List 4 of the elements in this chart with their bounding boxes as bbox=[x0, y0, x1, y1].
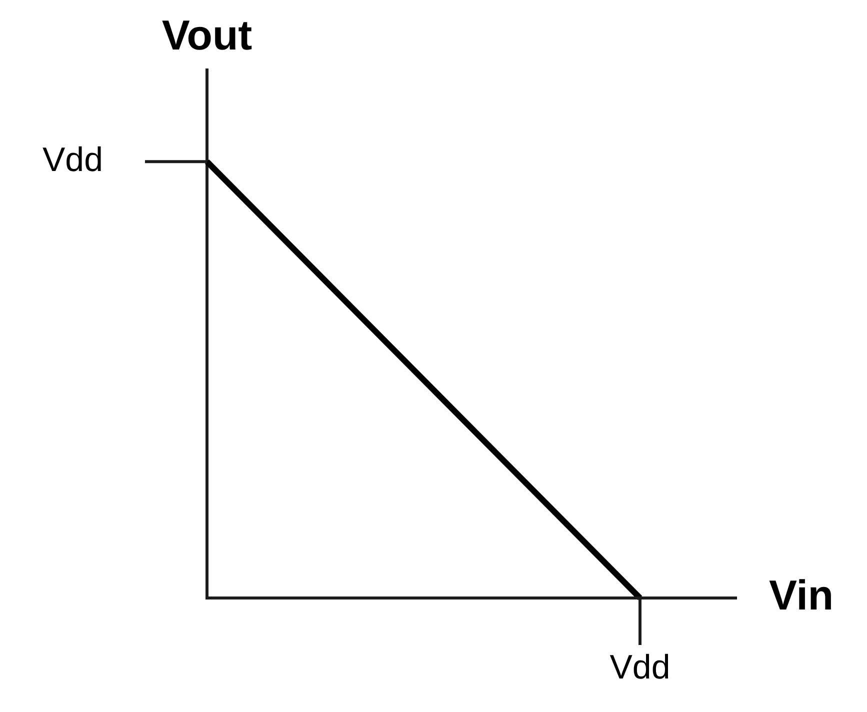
x-axis-title: Vin bbox=[769, 572, 834, 619]
y-axis-title: Vout bbox=[162, 12, 252, 59]
text: Vdd bbox=[610, 648, 670, 686]
text: Vdd bbox=[42, 141, 103, 180]
